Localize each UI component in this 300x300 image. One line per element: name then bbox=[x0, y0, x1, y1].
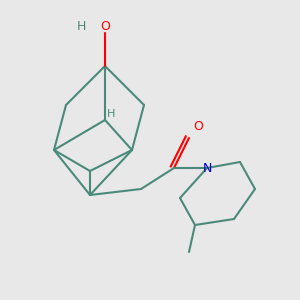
Text: O: O bbox=[100, 20, 110, 34]
Text: H: H bbox=[76, 20, 86, 34]
Text: O: O bbox=[193, 119, 203, 133]
Text: N: N bbox=[203, 161, 212, 175]
Text: H: H bbox=[107, 109, 115, 119]
